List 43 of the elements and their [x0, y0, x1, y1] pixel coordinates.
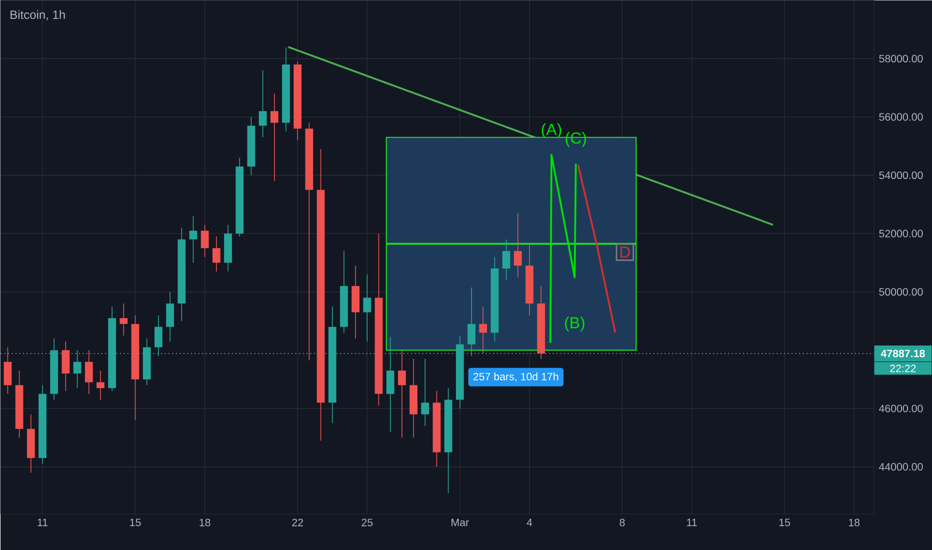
y-tick-label: 46000.00 — [879, 404, 923, 412]
ref-line-label: 47887.18 — [880, 350, 925, 358]
candlestick — [189, 216, 198, 264]
candlestick — [120, 303, 128, 336]
candlestick — [166, 291, 174, 342]
candlestick — [270, 93, 278, 182]
y-tick-label: 50000.00 — [879, 288, 923, 296]
candlestick — [363, 274, 372, 342]
x-tick-label: 15 — [779, 518, 790, 526]
candlestick — [4, 346, 12, 394]
candlestick — [62, 341, 70, 392]
y-tick-label: 58000.00 — [879, 54, 923, 62]
x-tick-label: 22 — [292, 518, 303, 526]
y-tick-label: 52000.00 — [879, 230, 923, 238]
x-tick-label: 4 — [526, 518, 532, 526]
x-tick-label: 18 — [848, 518, 860, 526]
text: 22:22 — [890, 364, 916, 372]
candlestick — [386, 336, 394, 432]
annotation: 257 bars, 10d 17h — [473, 372, 558, 382]
x-tick-label: 18 — [200, 518, 210, 526]
y-tick-label: 54000.00 — [879, 171, 923, 180]
candlestick — [479, 306, 488, 354]
y-tick-label: 44000.00 — [879, 463, 923, 471]
candlestick — [421, 358, 430, 426]
x-tick-label: 8 — [620, 518, 625, 526]
x-tick-label: Mar — [452, 518, 469, 526]
x-tick-label: 11 — [38, 518, 48, 526]
candlestick — [502, 239, 510, 281]
candlestick — [84, 350, 93, 394]
candlestick — [258, 70, 267, 138]
annotation: (B) — [565, 316, 584, 332]
y-tick-label: 56000.00 — [879, 113, 923, 121]
candlestick — [398, 350, 406, 438]
candlestick — [212, 236, 220, 272]
x-tick-label: 15 — [130, 518, 141, 526]
candlestick — [200, 224, 209, 258]
annotation: D — [620, 246, 630, 258]
candlestick — [514, 212, 522, 278]
text: Bitcoin, 1h — [10, 10, 65, 20]
x-tick-label: 11 — [687, 518, 697, 526]
x-tick-label: 25 — [362, 518, 373, 526]
candlestick — [96, 370, 104, 400]
annotation: (A) — [542, 123, 562, 138]
